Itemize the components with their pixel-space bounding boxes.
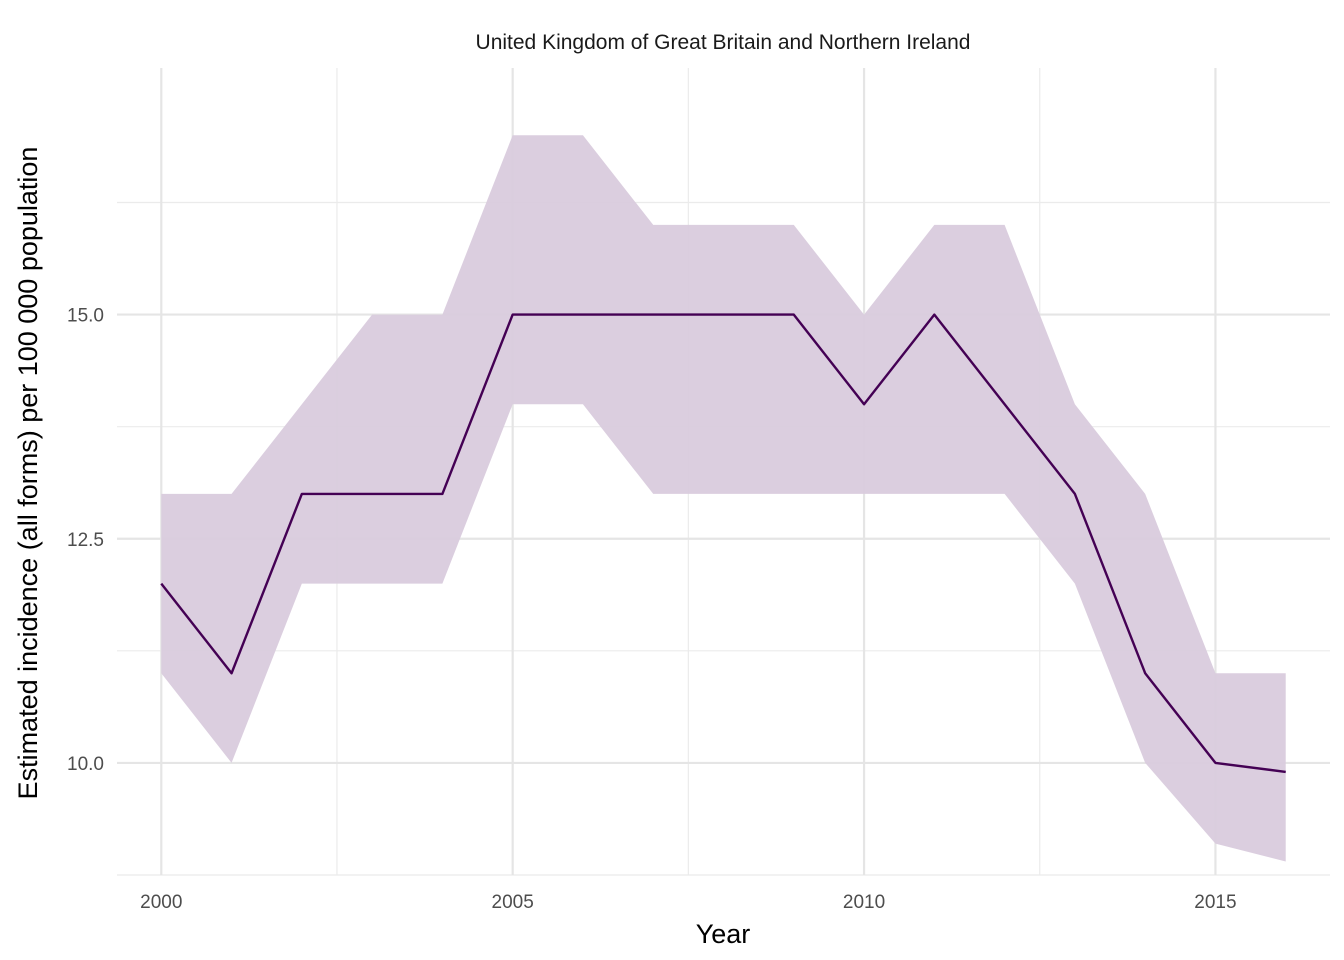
y-tick-label: 10.0 [67, 754, 104, 775]
x-tick-label: 2015 [1194, 892, 1236, 913]
x-axis-title: Year [696, 919, 751, 949]
y-tick-label: 12.5 [67, 530, 104, 551]
y-axis-title: Estimated incidence (all forms) per 100 … [13, 147, 43, 800]
x-tick-labels: 2000 2005 2010 2015 [140, 892, 1236, 913]
y-tick-labels: 10.0 12.5 15.0 [67, 306, 104, 775]
series-line-group [160, 313, 1286, 774]
y-tick-label: 15.0 [67, 306, 104, 327]
x-tick-label: 2000 [140, 892, 182, 913]
confidence-band [161, 135, 1286, 862]
chart-title: United Kingdom of Great Britain and Nort… [476, 31, 971, 54]
confidence-band-area [161, 135, 1286, 862]
x-tick-label: 2005 [492, 892, 534, 913]
x-tick-label: 2010 [843, 892, 885, 913]
